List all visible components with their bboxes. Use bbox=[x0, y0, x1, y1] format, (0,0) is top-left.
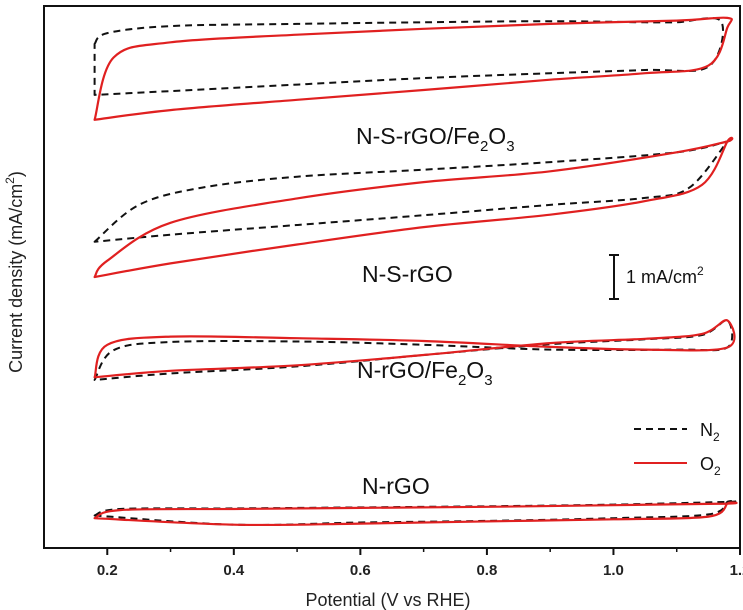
cv-loop-o2-3 bbox=[93, 501, 738, 527]
panel-label-0: N-S-rGO/Fe2O3 bbox=[356, 123, 515, 155]
panel-curves-2 bbox=[93, 319, 736, 381]
curves bbox=[93, 16, 738, 527]
panel-label-1: N-S-rGO bbox=[362, 261, 453, 287]
y-axis-title-sup: 2 bbox=[3, 177, 17, 184]
panel-label-main: N-rGO bbox=[362, 473, 430, 499]
x-tick-label: 1.2 bbox=[730, 562, 743, 579]
panel-label-2: N-rGO/Fe2O3 bbox=[357, 357, 493, 389]
x-tick-label: 0.4 bbox=[223, 562, 245, 579]
panel-label-main: N-S-rGO bbox=[362, 261, 453, 287]
x-tick-label: 0.8 bbox=[476, 562, 497, 579]
x-tick-label: 0.2 bbox=[97, 562, 118, 579]
panel-label-sub: 2 bbox=[480, 138, 488, 155]
cv-loop-n2-0 bbox=[93, 17, 725, 96]
panel-curves-3 bbox=[93, 499, 738, 527]
x-tick-label: 0.6 bbox=[350, 562, 371, 579]
legend-label-n2: N2 bbox=[700, 420, 720, 444]
plot-frame bbox=[43, 5, 741, 549]
y-axis-title: Current density (mA/cm2) bbox=[3, 171, 26, 373]
scale-bar-label: 1 mA/cm2 bbox=[626, 264, 704, 287]
cv-loop-o2-2 bbox=[93, 319, 736, 379]
legend-n2-sub: 2 bbox=[713, 430, 720, 444]
panel-label-main: N-S-rGO/Fe bbox=[356, 123, 480, 149]
cv-loop-o2-1 bbox=[93, 136, 734, 279]
panel-label-3: N-rGO bbox=[362, 473, 430, 499]
panel-label-mid: O bbox=[488, 123, 506, 149]
legend-o2-sub: 2 bbox=[714, 464, 721, 478]
x-tick-label: 1.0 bbox=[603, 562, 624, 579]
panel-curves-1 bbox=[93, 136, 734, 279]
scale-bar: 1 mA/cm2 bbox=[609, 254, 704, 300]
legend-label-o2: O2 bbox=[700, 454, 721, 478]
cv-loop-o2-0 bbox=[93, 16, 733, 121]
legend-o2-name: O bbox=[700, 454, 714, 474]
legend: N2 O2 bbox=[634, 420, 721, 478]
panel-curves-0 bbox=[93, 16, 733, 121]
panel-label-mid: O bbox=[466, 357, 484, 383]
y-axis-title-main: Current density (mA/cm bbox=[6, 184, 26, 373]
panel-label-sub: 2 bbox=[458, 372, 466, 389]
scale-bar-sup: 2 bbox=[697, 264, 704, 278]
legend-n2-name: N bbox=[700, 420, 713, 440]
panel-label-main: N-rGO/Fe bbox=[357, 357, 458, 383]
x-axis-title: Potential (V vs RHE) bbox=[305, 590, 470, 610]
panel-label-sub: 3 bbox=[484, 372, 492, 389]
y-axis-title-end: ) bbox=[6, 171, 26, 177]
axes: 0.2 0.4 0.6 0.8 1.0 1.2 bbox=[43, 5, 743, 579]
cv-loop-n2-1 bbox=[93, 136, 734, 243]
scale-bar-text: 1 mA/cm bbox=[626, 267, 697, 287]
panel-label-sub: 3 bbox=[506, 138, 514, 155]
